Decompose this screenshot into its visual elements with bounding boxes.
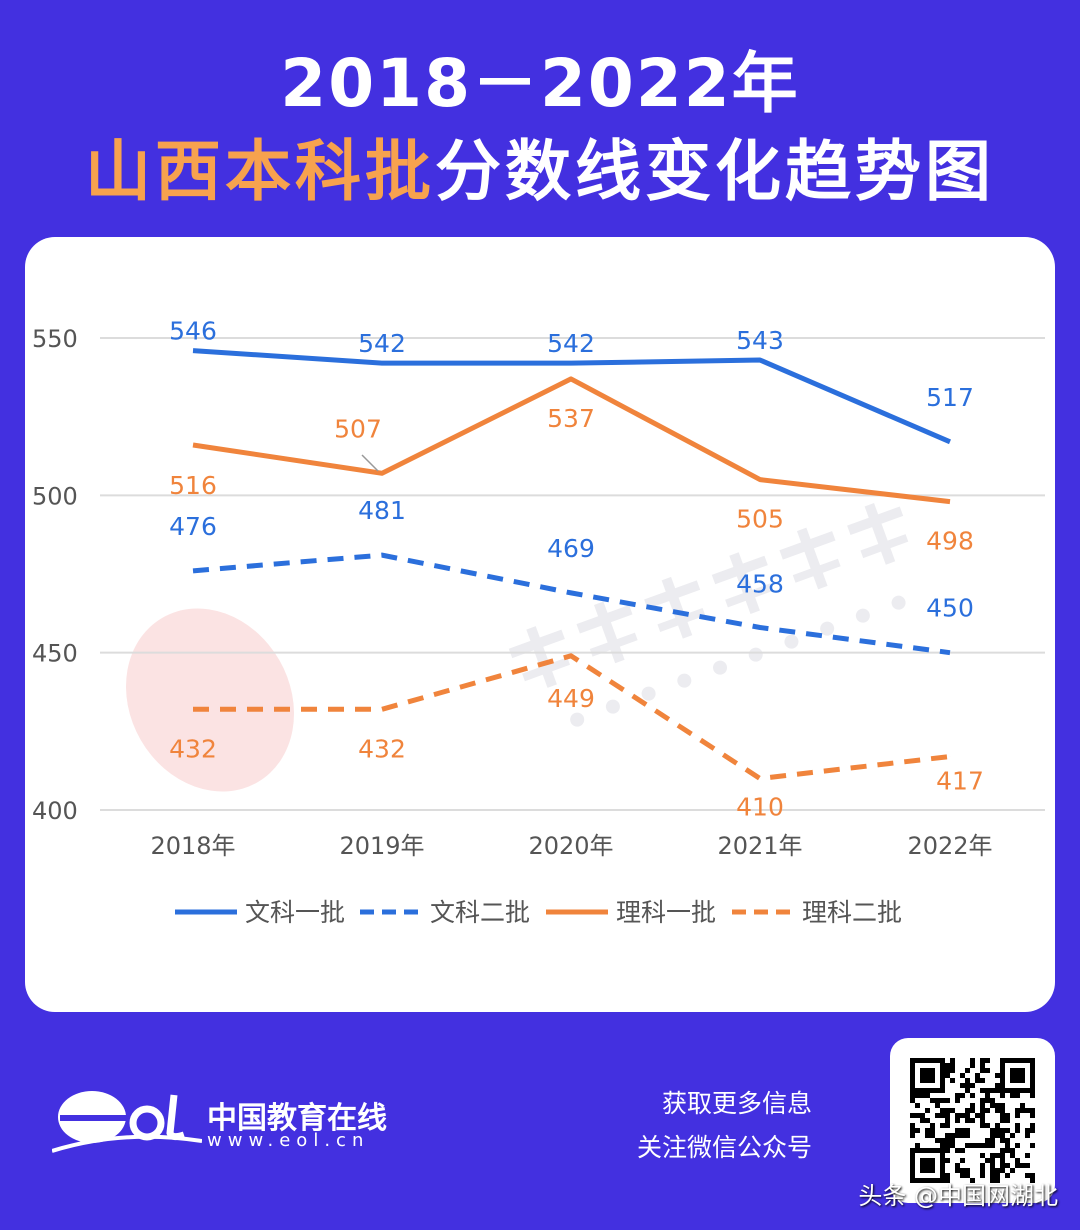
y-tick-label: 400 (32, 797, 78, 825)
logo-url: www.eol.cn (207, 1130, 370, 1151)
legend-label: 理科二批 (802, 898, 902, 927)
watermark-glyph-stroke (526, 626, 557, 688)
label-leader-line (361, 454, 379, 472)
watermark-dot (748, 647, 763, 662)
y-tick-label: 550 (32, 325, 78, 353)
x-tick-label: 2018年 (150, 832, 235, 860)
watermark-glyph-stroke (792, 558, 841, 583)
data-label: 498 (926, 527, 974, 556)
data-label: 505 (736, 505, 784, 534)
eol-logo-icon (51, 1091, 203, 1153)
data-label: 542 (358, 329, 406, 358)
legend-label: 文科二批 (430, 898, 530, 927)
data-label: 432 (169, 734, 217, 763)
series-line-2 (192, 552, 951, 656)
x-tick-label: 2020年 (528, 832, 613, 860)
info-line1: 获取更多信息 (661, 1089, 812, 1118)
legend-label: 文科一批 (245, 898, 345, 927)
y-tick-label: 500 (32, 482, 78, 510)
watermark-dot (891, 595, 906, 610)
watermark-dot (713, 660, 728, 675)
title-highlight: 山西本科批 (85, 133, 435, 210)
data-label: 410 (736, 793, 784, 822)
x-tick-label: 2019年 (339, 832, 424, 860)
watermark-glyph-stroke (661, 576, 693, 639)
data-label: 432 (358, 734, 406, 763)
watermark-glyph-stroke (593, 601, 625, 664)
qr-code-image (910, 1058, 1035, 1183)
watermark-dot (677, 673, 692, 688)
x-tick-label: 2021年 (717, 832, 802, 860)
watermark-dot (570, 712, 585, 727)
watermark-glyph-stroke (864, 503, 896, 565)
data-label: 469 (547, 534, 595, 563)
data-label: 507 (334, 414, 382, 443)
watermark-glyph-stroke (725, 583, 773, 608)
x-tick-label: 2022年 (907, 832, 992, 860)
watermark-glyph-stroke (657, 608, 706, 632)
watermark-glyph-stroke (729, 552, 760, 614)
info-line2: 关注微信公众号 (636, 1133, 812, 1162)
data-label: 537 (547, 404, 595, 433)
title-line1: 2018－2022年 (280, 45, 800, 122)
data-label: 542 (547, 329, 595, 358)
legend-label: 理科一批 (616, 898, 716, 927)
title-line2: 山西本科批分数线变化趋势图 (0, 118, 1080, 214)
data-label: 417 (936, 767, 984, 796)
qr-code[interactable] (890, 1038, 1055, 1203)
data-label: 517 (926, 383, 974, 412)
watermark-glyph-stroke (860, 534, 909, 559)
data-label: 458 (736, 569, 784, 598)
series-line-3 (192, 376, 951, 505)
follow-info: 获取更多信息 关注微信公众号 (637, 1082, 812, 1170)
source-watermark: 头条 @中国网湖北 (858, 1182, 1058, 1210)
watermark-dot (784, 634, 799, 649)
watermark-dot (820, 621, 835, 636)
data-label: 481 (358, 496, 406, 525)
title-rest: 分数线变化趋势图 (435, 133, 995, 210)
logo-text: 中国教育在线 (207, 1101, 387, 1136)
eol-logo: 中国教育在线 www.eol.cn (51, 1085, 387, 1159)
watermark-image (508, 503, 909, 727)
data-label: 516 (169, 471, 217, 500)
data-label: 476 (169, 512, 217, 541)
watermark-glyph-stroke (796, 527, 828, 590)
data-label: 546 (169, 317, 217, 346)
data-label: 450 (926, 594, 974, 623)
watermark-glyph-stroke (522, 657, 570, 682)
watermark-glyph-stroke (589, 632, 638, 657)
watermark-dot (855, 608, 870, 623)
data-label: 449 (547, 684, 595, 713)
data-label: 543 (736, 326, 784, 355)
watermark-logo-shape (125, 608, 295, 792)
line-chart: 400 450 500 550 2018年 2019年 2020年 2021年 2022年 546… (32, 317, 1045, 927)
y-tick-label: 450 (32, 640, 78, 668)
watermark-dot (605, 699, 620, 714)
watermark-dot (641, 686, 656, 701)
